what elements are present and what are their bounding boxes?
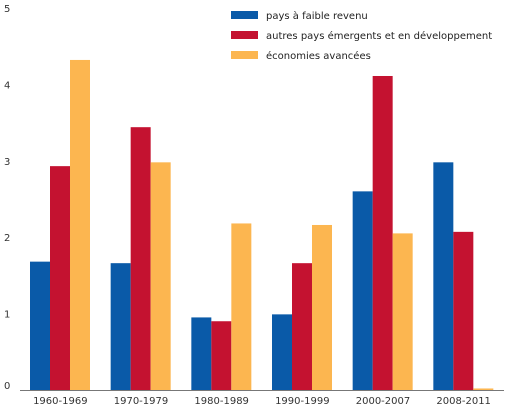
bar-2008-2011-series-2 <box>453 231 474 390</box>
bar-2000-2007-series-3 <box>392 233 413 390</box>
bar-2000-2007-series-2 <box>372 75 393 390</box>
y-tick-label: 3 <box>4 157 10 168</box>
x-tick-label: 1960-1969 <box>33 396 88 407</box>
y-tick-label: 0 <box>4 381 10 392</box>
legend-label: autres pays émergents et en développemen… <box>266 30 492 42</box>
bar-1960-1969-series-2 <box>50 166 70 390</box>
bar-2008-2011-series-3 <box>473 388 494 390</box>
y-axis: 0 1 2 3 4 5 <box>4 4 10 392</box>
bar-1980-1989-series-3 <box>231 223 252 390</box>
bar-1990-1999-series-1 <box>272 314 292 390</box>
legend: pays à faible revenu autres pays émergent… <box>231 10 492 62</box>
x-axis: 1960-1969 1970-1979 1980-1989 1990-1999 2000… <box>33 396 491 407</box>
bar-1990-1999-series-3 <box>312 224 332 390</box>
x-tick-label: 1990-1999 <box>275 396 330 407</box>
bar-1980-1989-series-1 <box>191 317 212 390</box>
bar-1990-1999-series-2 <box>292 263 312 390</box>
bar-1970-1979-series-2 <box>130 127 151 391</box>
legend-swatch <box>231 51 258 59</box>
legend-swatch <box>231 31 258 39</box>
bar-1980-1989-series-2 <box>211 321 232 390</box>
x-tick-label: 2000-2007 <box>356 396 411 407</box>
bar-1960-1969-series-3 <box>70 59 90 391</box>
y-tick-label: 4 <box>4 80 10 91</box>
y-tick-label: 5 <box>4 4 10 15</box>
legend-label: économies avancées <box>266 50 371 62</box>
x-tick-label: 1980-1989 <box>194 396 249 407</box>
legend-label: pays à faible revenu <box>266 10 368 22</box>
bars <box>30 59 494 391</box>
legend-swatch <box>231 11 258 19</box>
bar-1960-1969-series-1 <box>30 261 50 390</box>
y-tick-label: 2 <box>4 233 10 244</box>
bar-1970-1979-series-3 <box>150 162 171 390</box>
bar-2008-2011-series-1 <box>433 162 454 390</box>
x-tick-label: 1970-1979 <box>114 396 169 407</box>
bar-1970-1979-series-1 <box>110 263 131 390</box>
bar-2000-2007-series-1 <box>352 191 373 390</box>
y-tick-label: 1 <box>4 310 10 321</box>
x-tick-label: 2008-2011 <box>436 396 491 407</box>
